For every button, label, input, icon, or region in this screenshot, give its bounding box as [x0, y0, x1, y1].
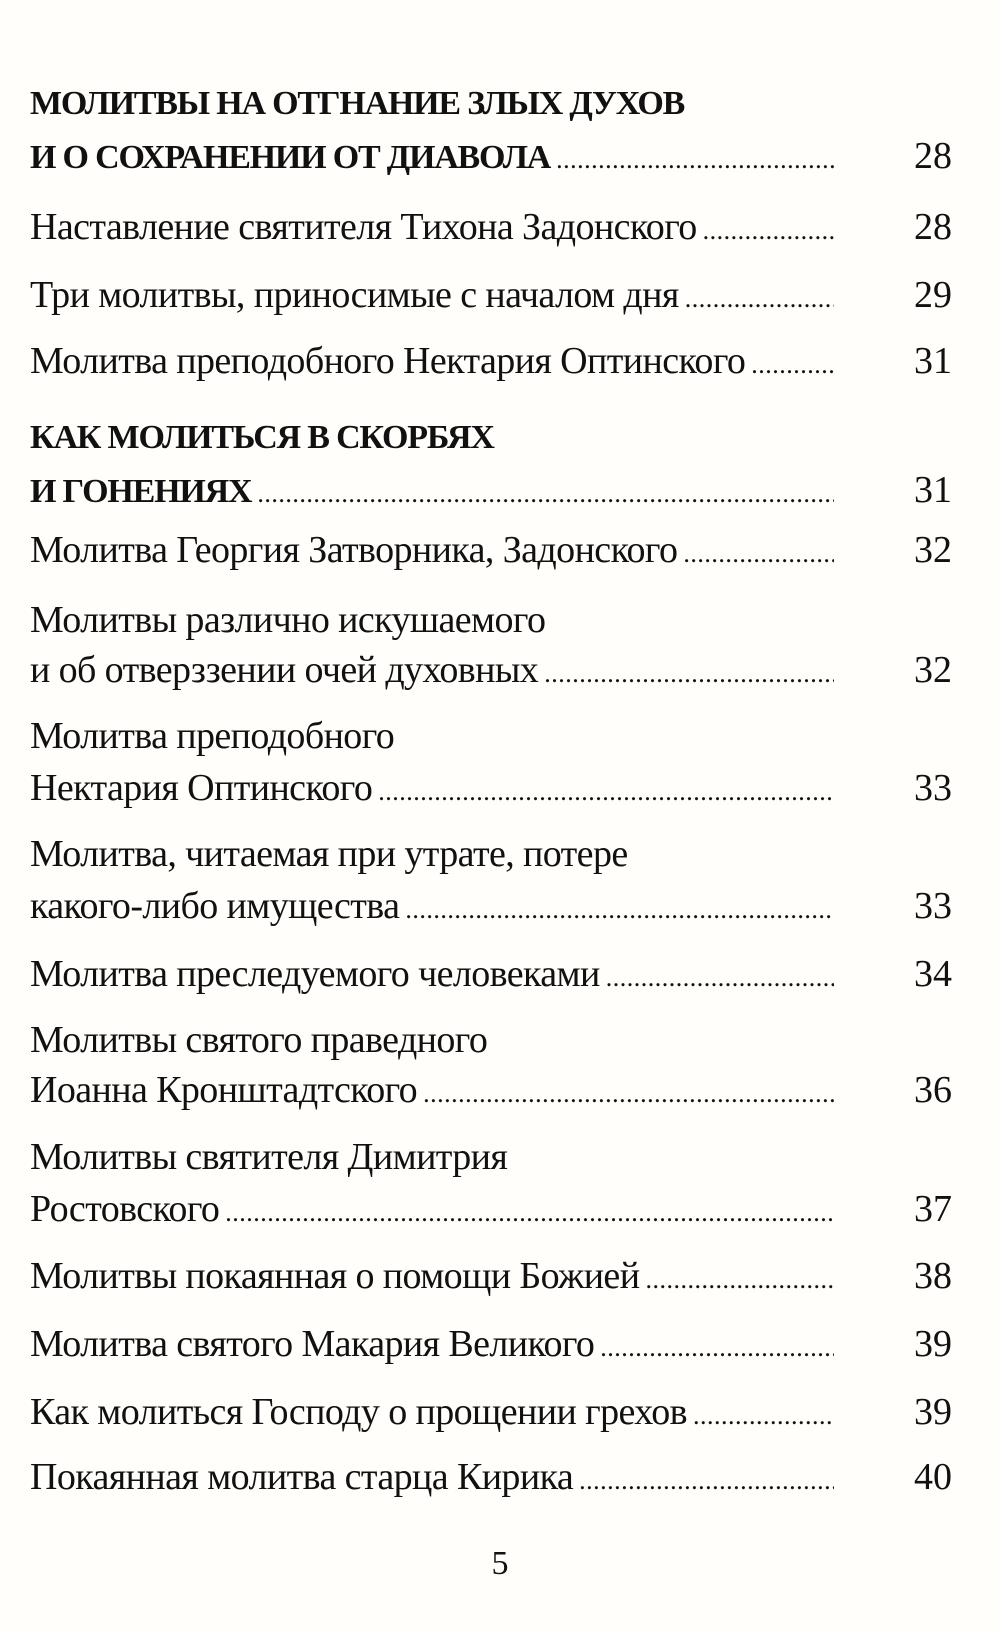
dot-leader — [693, 1391, 834, 1441]
toc-entry-text: Молитва преподобного — [30, 715, 395, 757]
page-ref: 39 — [914, 1391, 952, 1433]
toc-entry-text: Три молитвы, приносимые с началом дня — [30, 274, 679, 316]
toc-entry-text: Молитва преследуемого человеками — [30, 953, 600, 995]
toc-entry-line: Молитва Георгия Затворника, Задонского 32 — [30, 525, 952, 575]
page-ref: 31 — [914, 340, 952, 382]
toc-entry-line: Молитвы святого праведного — [30, 1015, 952, 1065]
page-ref: 33 — [914, 767, 952, 809]
dot-leader — [600, 1323, 834, 1373]
toc-entry-line: Молитвы покаянная о помощи Божией 38 — [30, 1251, 952, 1301]
page-number: 5 — [491, 1545, 509, 1582]
section-heading-text: И ГОНЕНИЯХ — [30, 473, 253, 510]
section-heading-text: И О СОХРАНЕНИИ ОТ ДИАВОЛА — [30, 139, 551, 176]
page-ref: 28 — [914, 135, 952, 177]
toc-entry-text: Как молиться Господу о прощении грехов — [30, 1391, 688, 1433]
toc-entry-line: Наставление святителя Тихона Задонского 2… — [30, 202, 952, 252]
toc-entry-line: Ростовского 37 — [30, 1184, 952, 1234]
section-heading-line: КАК МОЛИТЬСЯ В СКОРБЯХ — [30, 413, 952, 463]
dot-leader — [257, 469, 834, 519]
page-ref: 34 — [914, 953, 952, 995]
toc-entry-line: Молитва святого Макария Великого 39 — [30, 1319, 952, 1369]
dot-leader — [683, 529, 834, 579]
toc-entry-text: Молитва, читаемая при утрате, потере — [30, 833, 628, 875]
page-ref: 37 — [914, 1188, 952, 1230]
page-ref: 29 — [914, 274, 952, 316]
dot-leader — [225, 1188, 834, 1238]
toc-entry-line: Молитва преподобного Нектария Оптинского… — [30, 336, 952, 386]
dot-leader — [685, 274, 834, 324]
toc-entry-line: Как молиться Господу о прощении грехов 39 — [30, 1387, 952, 1437]
toc-entry-text: Молитва святого Макария Великого — [30, 1323, 595, 1365]
section-heading-line: И О СОХРАНЕНИИ ОТ ДИАВОЛА 28 — [30, 131, 952, 181]
dot-leader — [751, 340, 834, 390]
toc-entry-line: какого-либо имущества 33 — [30, 881, 952, 931]
section-heading-text: КАК МОЛИТЬСЯ В СКОРБЯХ — [30, 419, 495, 456]
toc-entry-text: Наставление святителя Тихона Задонского — [30, 206, 697, 248]
toc-entry-text: Молитва Георгия Затворника, Задонского — [30, 529, 678, 571]
page-ref: 32 — [914, 529, 952, 571]
toc-entry-line: Покаянная молитва старца Кирика 40 — [30, 1452, 952, 1502]
dot-leader — [556, 135, 834, 185]
section-heading-text: МОЛИТВЫ НА ОТГНАНИЕ ЗЛЫХ ДУХОВ — [30, 85, 685, 122]
section-heading-line: И ГОНЕНИЯХ 31 — [30, 465, 952, 515]
toc-entry-text: Молитвы святого праведного — [30, 1019, 488, 1061]
toc-entry-text: какого-либо имущества — [30, 885, 400, 927]
toc-entry-line: Молитвы различно искушаемого — [30, 595, 952, 645]
toc-entry-text: Молитвы святителя Димитрия — [30, 1136, 508, 1178]
page-ref: 33 — [914, 885, 952, 927]
toc-entry-line: Нектария Оптинского 33 — [30, 763, 952, 813]
toc-entry-line: Иоанна Кронштадтского 36 — [30, 1065, 952, 1115]
page-ref: 36 — [914, 1069, 952, 1111]
toc-entry-line: Молитва преследуемого человеками 34 — [30, 949, 952, 999]
toc-entry-text: Покаянная молитва старца Кирика — [30, 1456, 574, 1498]
dot-leader — [544, 649, 834, 699]
toc-entry-text: Иоанна Кронштадтского — [30, 1069, 418, 1111]
toc-entry-line: Молитвы святителя Димитрия — [30, 1132, 952, 1182]
page-ref: 31 — [914, 469, 952, 511]
dot-leader — [606, 953, 834, 1003]
page-ref: 28 — [914, 206, 952, 248]
dot-leader — [579, 1456, 834, 1506]
section-heading-line: МОЛИТВЫ НА ОТГНАНИЕ ЗЛЫХ ДУХОВ — [30, 79, 952, 129]
toc-entry-text: Нектария Оптинского — [30, 767, 373, 809]
toc-entry-line: Молитва, читаемая при утрате, потере — [30, 829, 952, 879]
toc-entry-text: Молитвы покаянная о помощи Божией — [30, 1255, 640, 1297]
dot-leader — [378, 767, 834, 817]
toc-entry-text: Молитвы различно искушаемого — [30, 599, 546, 641]
dot-leader — [703, 206, 834, 256]
toc-entry-text: и об отверззении очей духовных — [30, 649, 539, 691]
page-ref: 39 — [914, 1323, 952, 1365]
dot-leader — [645, 1255, 834, 1305]
dot-leader — [423, 1069, 834, 1119]
toc-entry-text: Молитва преподобного Нектария Оптинского — [30, 340, 746, 382]
page-ref: 38 — [914, 1255, 952, 1297]
toc-entry-line: Молитва преподобного — [30, 711, 952, 761]
toc-entry-line: Три молитвы, приносимые с началом дня 29 — [30, 270, 952, 320]
page-ref: 32 — [914, 649, 952, 691]
page-ref: 40 — [914, 1456, 952, 1498]
toc-entry-text: Ростовского — [30, 1188, 220, 1230]
toc-entry-line: и об отверззении очей духовных 32 — [30, 645, 952, 695]
dot-leader — [405, 885, 834, 935]
